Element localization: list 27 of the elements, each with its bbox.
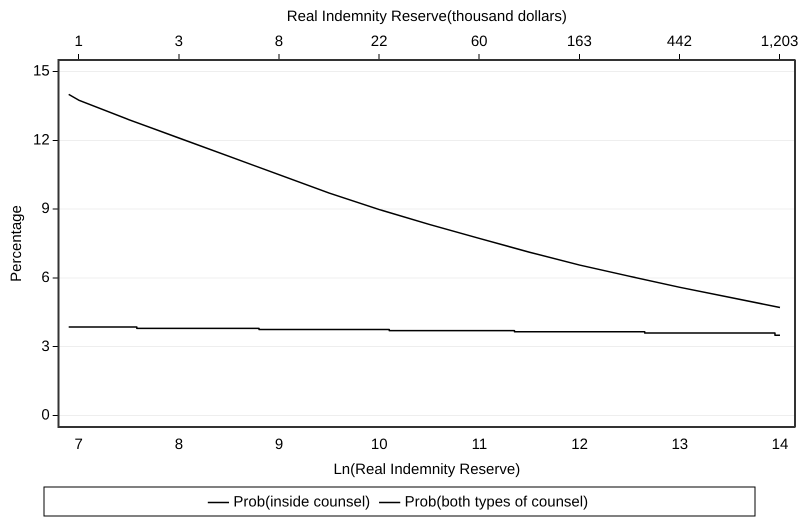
x2-tick-label: 3: [174, 33, 183, 50]
x2-tick-label: 22: [370, 33, 388, 50]
x-tick-label: 12: [571, 436, 588, 454]
y-tick-label: 12: [32, 131, 50, 148]
x2-tick-label: 8: [274, 33, 284, 50]
y-tick-label: 0: [41, 406, 50, 424]
x2-tick-label: 1: [74, 33, 83, 50]
x2-tick-label: 163: [566, 33, 592, 50]
x-tick-label: 10: [370, 436, 388, 454]
x-tick-label: 13: [671, 436, 688, 454]
y-tick-label: 9: [41, 200, 50, 218]
y-tick-label: 3: [41, 338, 50, 355]
x-tick-label: 9: [274, 436, 284, 454]
y-axis-title: Percentage: [8, 205, 26, 282]
x2-tick-label: 1,203: [760, 33, 798, 50]
x-tick-label: 7: [74, 436, 83, 454]
y-tick-label: 6: [41, 269, 50, 286]
x2-tick-label: 60: [470, 33, 488, 50]
x-tick-label: 11: [472, 436, 488, 454]
legend-label: Prob(inside counsel): [233, 494, 370, 511]
x2-tick-label: 442: [666, 33, 692, 50]
legend-label: Prob(both types of counsel): [404, 494, 588, 511]
x-axis-title: Ln(Real Indemnity Reserve): [333, 461, 520, 478]
x-tick-label: 14: [772, 436, 788, 454]
y-tick-label: 15: [32, 62, 50, 80]
x2-axis-title: Real Indemnity Reserve(thousand dollars): [286, 8, 567, 26]
x-tick-label: 8: [174, 436, 184, 454]
